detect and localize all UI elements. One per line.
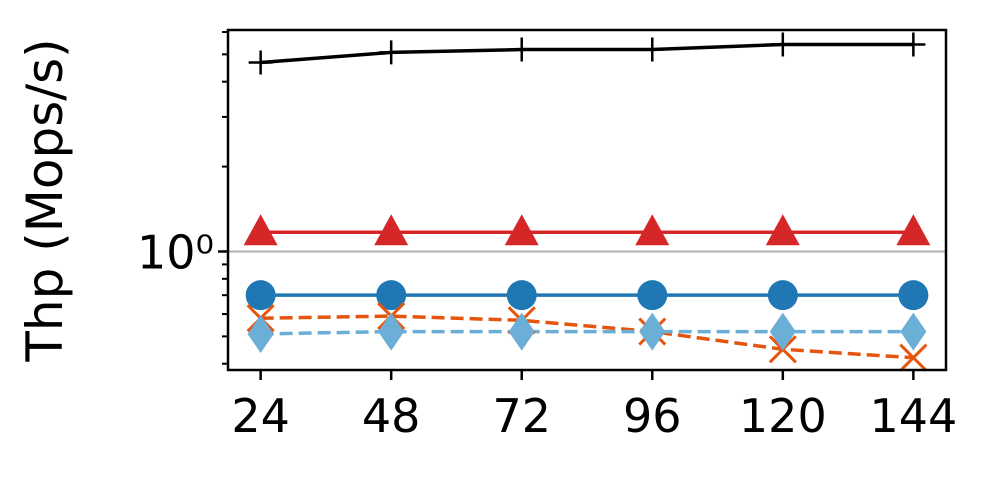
marker	[509, 37, 534, 62]
marker	[769, 312, 796, 351]
marker	[899, 343, 928, 372]
marker	[378, 312, 405, 351]
marker	[896, 214, 931, 246]
marker	[637, 280, 668, 311]
y-tick-label: 10⁰	[137, 225, 214, 279]
x-tick-label: 72	[492, 389, 551, 443]
x-tick-label: 144	[869, 389, 957, 443]
x-tick-label: 96	[623, 389, 682, 443]
marker	[506, 280, 537, 311]
x-tick-label: 120	[739, 389, 827, 443]
series-line	[260, 42, 914, 65]
marker	[504, 214, 539, 246]
marker	[898, 280, 929, 311]
marker	[508, 312, 535, 351]
marker	[248, 50, 273, 75]
marker	[376, 280, 407, 311]
series-line	[260, 329, 914, 336]
marker	[374, 214, 409, 246]
plot-frame	[226, 28, 948, 372]
series-line	[260, 314, 914, 360]
marker	[635, 214, 670, 246]
x-tick-label: 48	[362, 389, 421, 443]
marker	[243, 214, 278, 246]
marker	[247, 314, 274, 353]
marker	[767, 280, 798, 311]
marker	[770, 32, 795, 57]
marker	[901, 32, 926, 57]
marker	[640, 37, 665, 62]
marker	[639, 312, 666, 351]
x-tick-label: 24	[231, 389, 290, 443]
y-axis-label: Thp (Mops/s)	[16, 38, 74, 362]
marker	[245, 280, 276, 311]
marker	[379, 40, 404, 65]
marker	[900, 312, 927, 351]
marker	[765, 214, 800, 246]
